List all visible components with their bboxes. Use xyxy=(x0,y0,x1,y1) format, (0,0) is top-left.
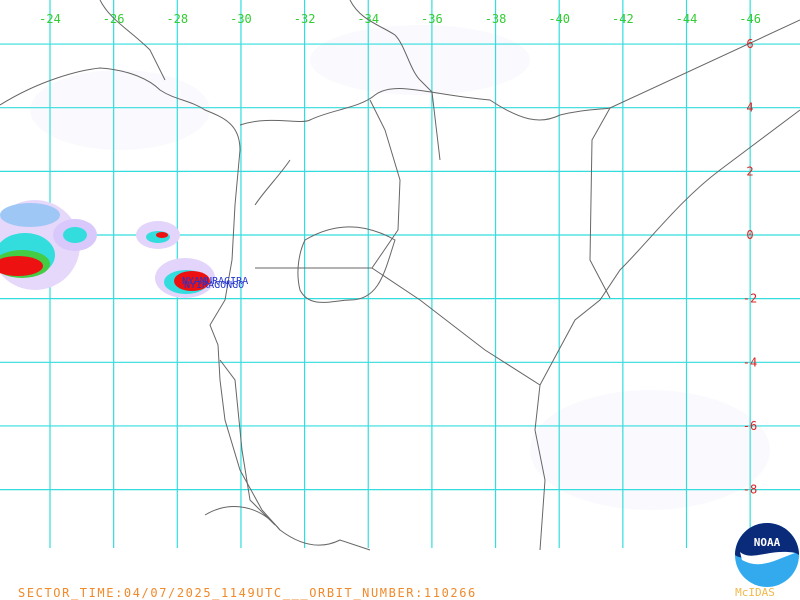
borders xyxy=(0,0,800,551)
latitude-label: -8 xyxy=(743,483,757,497)
longitude-label: -34 xyxy=(357,12,379,26)
latitude-label: -4 xyxy=(743,355,757,369)
longitude-label: -44 xyxy=(676,12,698,26)
cloud-cells xyxy=(0,200,215,298)
longitude-label: -26 xyxy=(103,12,125,26)
longitude-label: -30 xyxy=(230,12,252,26)
sector-info: SECTOR_TIME:04/07/2025_1149UTC___ORBIT_N… xyxy=(18,586,477,600)
volcano-label: NYIRAGONGO xyxy=(184,280,244,291)
latitude-label: 6 xyxy=(746,37,753,51)
volcano-label: NYAMURAGIRA xyxy=(182,276,248,287)
longitude-label: -32 xyxy=(294,12,316,26)
background-haze xyxy=(30,25,770,510)
longitude-label: -28 xyxy=(166,12,188,26)
longitude-label: -42 xyxy=(612,12,634,26)
longitude-label: -36 xyxy=(421,12,443,26)
volcano-labels: NYAMURAGIRA NYIRAGONGO xyxy=(182,276,248,291)
longitude-label: -40 xyxy=(548,12,570,26)
latitude-label: -2 xyxy=(743,292,757,306)
logo-text: NOAA xyxy=(754,536,781,549)
latitude-label: 0 xyxy=(746,228,753,242)
longitude-label: -46 xyxy=(739,12,761,26)
latitude-label: 2 xyxy=(746,164,753,178)
longitude-label: -24 xyxy=(39,12,61,26)
longitude-label: -38 xyxy=(485,12,507,26)
software-label: McIDAS xyxy=(735,586,775,599)
grid xyxy=(0,0,800,548)
latitude-label: 4 xyxy=(746,101,753,115)
noaa-logo: NOAA xyxy=(735,523,799,587)
latitude-label: -6 xyxy=(743,419,757,433)
